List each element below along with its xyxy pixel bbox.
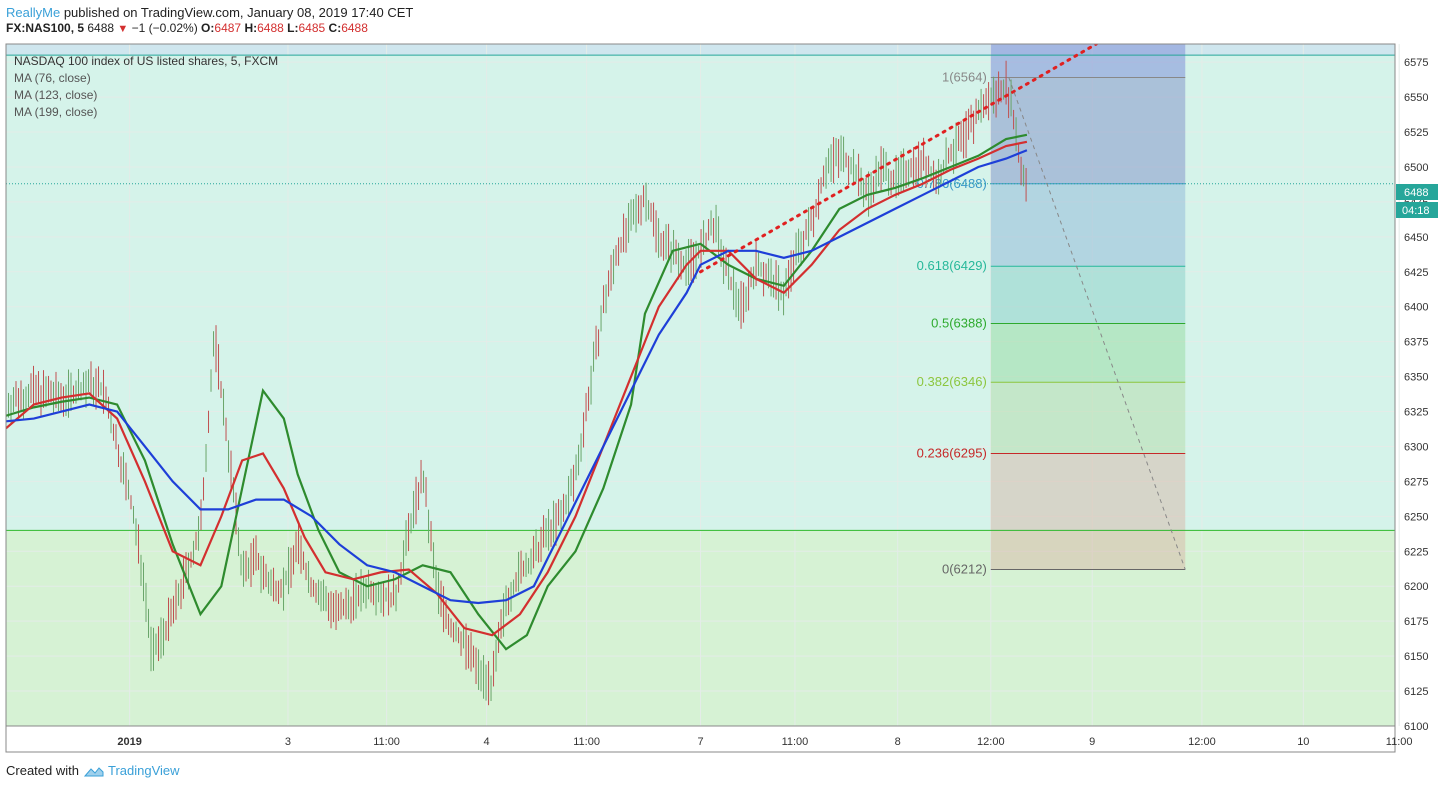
- publish-header: ReallyMe published on TradingView.com, J…: [6, 4, 413, 21]
- x-tick-label: 2019: [117, 736, 141, 748]
- y-tick-label: 6300: [1404, 441, 1428, 453]
- low-value: 6485: [298, 21, 326, 35]
- x-tick-label: 9: [1089, 736, 1095, 748]
- y-tick-label: 6175: [1404, 616, 1428, 628]
- triangle-down-icon: ▼: [117, 23, 129, 35]
- series-ma-76-close-: [6, 133, 1028, 651]
- high-value: 6488: [257, 21, 284, 35]
- x-tick-label: 11:00: [373, 736, 400, 748]
- x-tick-label: 11:00: [782, 736, 809, 748]
- x-tick-label: 11:00: [573, 736, 600, 748]
- y-tick-label: 6275: [1404, 476, 1428, 488]
- y-tick-label: 6400: [1404, 302, 1428, 314]
- fib-level-label: 0(6212): [942, 561, 987, 576]
- fib-zone: [990, 77, 1186, 184]
- legend-ma76[interactable]: MA (76, close): [14, 71, 91, 85]
- last-price-badge-text: 6488: [1404, 187, 1428, 199]
- y-tick-label: 6125: [1404, 686, 1428, 698]
- created-with-text: Created with: [6, 763, 79, 778]
- open-label: O:: [201, 21, 215, 35]
- legend-title: NASDAQ 100 index of US listed shares, 5,…: [14, 54, 278, 68]
- y-tick-label: 6225: [1404, 546, 1428, 558]
- y-tick-label: 6550: [1404, 92, 1428, 104]
- tradingview-brand[interactable]: TradingView: [108, 763, 180, 778]
- close-value: 6488: [341, 21, 368, 35]
- open-value: 6487: [214, 21, 242, 35]
- y-tick-label: 6425: [1404, 267, 1428, 279]
- fib-level-label: 0.382(6346): [917, 374, 987, 389]
- fib-level-label: 0.236(6295): [917, 445, 987, 460]
- horizontal-levels: [6, 54, 1395, 531]
- legend-ma199[interactable]: MA (199, close): [14, 105, 97, 119]
- high-label: H:: [244, 21, 258, 35]
- legend-ma123[interactable]: MA (123, close): [14, 88, 97, 102]
- low-label: L:: [287, 21, 299, 35]
- countdown-badge: 04:18: [1396, 202, 1438, 218]
- published-text: published on TradingView.com, January 08…: [63, 5, 414, 20]
- countdown-badge-text: 04:18: [1402, 205, 1430, 217]
- symbol-label[interactable]: FX:NAS100, 5: [6, 21, 85, 35]
- y-tick-label: 6100: [1404, 721, 1428, 733]
- y-tick-label: 6200: [1404, 581, 1428, 593]
- series-ma-123-close-: [6, 140, 1028, 637]
- y-tick-label: 6325: [1404, 407, 1428, 419]
- fib-zone: [990, 382, 1186, 454]
- y-tick-label: 6500: [1404, 162, 1428, 174]
- price-change: −1 (−0.02%): [131, 21, 198, 35]
- y-tick-label: 6250: [1404, 511, 1428, 523]
- fibonacci-retracement[interactable]: 1(6564)0.786(6488)0.618(6429)0.5(6388)0.…: [917, 44, 1186, 576]
- last-price: 6488: [87, 21, 115, 35]
- y-tick-label: 6525: [1404, 127, 1428, 139]
- x-tick-label: 7: [697, 736, 703, 748]
- fib-zone: [990, 183, 1186, 267]
- series-layer: [6, 44, 1186, 706]
- series-ma-199-close-: [6, 149, 1028, 605]
- tradingview-cloud-icon: [83, 766, 104, 777]
- x-tick-label: 4: [484, 736, 490, 748]
- y-tick-label: 6350: [1404, 372, 1428, 384]
- author-link[interactable]: ReallyMe: [6, 5, 61, 20]
- fib-zone: [990, 453, 1186, 570]
- fib-level-label: 0.618(6429): [917, 258, 987, 273]
- fib-zone: [990, 323, 1186, 383]
- series-projection: [1008, 77, 1186, 570]
- y-tick-label: 6450: [1404, 232, 1428, 244]
- x-tick-label: 10: [1297, 736, 1309, 748]
- y-tick-label: 6375: [1404, 337, 1428, 349]
- x-tick-label: 12:00: [1188, 736, 1216, 748]
- fib-level-label: 0.5(6388): [931, 316, 987, 331]
- plot-frame: [5, 43, 1396, 727]
- x-tick-label: 11:00: [1386, 736, 1413, 748]
- x-tick-label: 3: [285, 736, 291, 748]
- close-label: C:: [328, 21, 342, 35]
- y-tick-label: 6150: [1404, 651, 1428, 663]
- quote-line: FX:NAS100, 5 6488 ▼ −1 (−0.02%) O:6487 H…: [6, 21, 368, 35]
- last-price-badge: 6488: [1396, 184, 1438, 200]
- x-tick-label: 12:00: [977, 736, 1005, 748]
- fib-zone: [990, 266, 1186, 324]
- fib-level-label: 1(6564): [942, 70, 987, 85]
- y-tick-label: 6575: [1404, 57, 1428, 69]
- x-tick-label: 8: [895, 736, 901, 748]
- footer: Created with TradingView: [6, 763, 180, 778]
